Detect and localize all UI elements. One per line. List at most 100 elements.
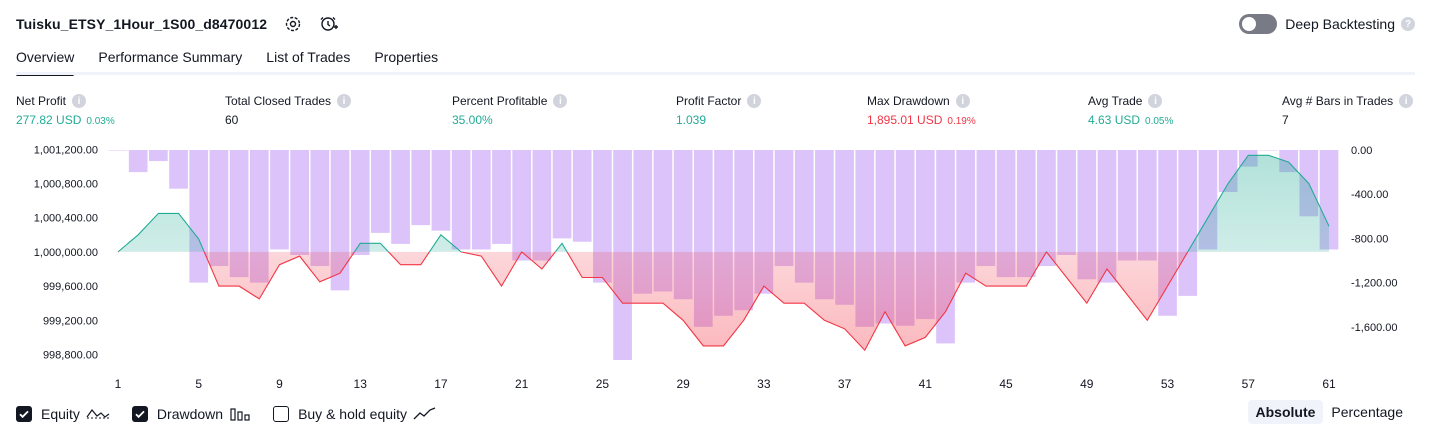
x-axis-ticks: 1 5 9 13 17 21 25 29 33 37 41 45 49 53 57 61 <box>115 377 1336 391</box>
left-axis-tick: 999,200.00 <box>43 315 98 327</box>
buy-hold-checkbox[interactable] <box>273 406 290 422</box>
x-axis-tick: 29 <box>676 377 690 391</box>
equity-toggle[interactable]: Equity <box>16 406 110 422</box>
drawdown-bar <box>310 150 330 267</box>
left-axis-tick: 1,001,200.00 <box>34 144 98 156</box>
drawdown-bar <box>169 150 188 189</box>
tab-performance-summary[interactable]: Performance Summary <box>98 49 243 65</box>
metric-max-drawdown: Max Drawdown i 1,895.01 USD 0.19% <box>867 93 976 129</box>
deep-backtesting-toggle[interactable] <box>1239 14 1278 34</box>
drawdown-bar <box>371 150 390 233</box>
equity-drawdown-chart[interactable]: 1,001,200.00 1,000,800.00 1,000,400.00 1,00… <box>0 138 1431 400</box>
tab-list-of-trades[interactable]: List of Trades <box>266 49 351 65</box>
tab-properties[interactable]: Properties <box>374 49 439 65</box>
drawdown-bar <box>229 150 249 278</box>
right-axis-tick: -1,600.00 <box>1351 322 1397 334</box>
metric-label: Avg # Bars in Trades <box>1282 94 1394 108</box>
add-alert-clock-icon[interactable] <box>319 14 339 34</box>
buy-hold-line-icon <box>413 407 437 421</box>
metric-label: Profit Factor <box>676 94 742 108</box>
buy-hold-equity-toggle[interactable]: Buy & hold equity <box>273 406 437 422</box>
x-axis-tick: 33 <box>757 377 771 391</box>
metric-profit-factor: Profit Factor i 1.039 <box>676 93 762 129</box>
left-axis-tick: 998,800.00 <box>43 349 98 361</box>
left-axis-tick: 999,600.00 <box>43 281 98 293</box>
x-axis-tick: 21 <box>515 377 529 391</box>
drawdown-bar <box>1178 150 1198 296</box>
info-icon[interactable]: i <box>1148 94 1163 108</box>
x-axis-tick: 49 <box>1080 377 1094 391</box>
equity-area-profit <box>118 155 1329 252</box>
metric-value: 7 <box>1282 113 1289 127</box>
metric-avg-trade: Avg Trade i 4.63 USD 0.05% <box>1088 93 1173 129</box>
left-axis-tick: 1,000,800.00 <box>34 178 98 190</box>
equity-line-loss <box>117 251 1189 352</box>
metric-percent: 0.03% <box>86 116 115 127</box>
x-axis-tick: 17 <box>434 377 448 391</box>
x-axis-tick: 61 <box>1322 377 1336 391</box>
x-axis-tick: 37 <box>838 377 852 391</box>
drawdown-bar <box>794 150 814 283</box>
drawdown-bar <box>189 150 209 283</box>
strategy-title: Tuisku_ETSY_1Hour_1S00_d8470012 <box>16 16 268 32</box>
x-axis-tick: 45 <box>999 377 1013 391</box>
info-icon[interactable]: i <box>747 94 762 108</box>
chart-legend: Equity Drawdown Buy & hold equity <box>16 403 459 425</box>
deep-backtesting-control: Deep Backtesting ? <box>1239 12 1415 36</box>
drawdown-bar <box>431 150 451 231</box>
info-icon[interactable]: i <box>955 94 970 108</box>
x-axis-tick: 57 <box>1242 377 1256 391</box>
metric-value: 4.63 USD <box>1088 113 1141 127</box>
drawdown-bar <box>350 150 370 255</box>
drawdown-checkbox[interactable] <box>131 406 148 422</box>
metric-percent: 0.19% <box>947 116 976 127</box>
drawdown-bar <box>209 150 229 267</box>
drawdown-bar <box>108 150 128 151</box>
help-question-icon[interactable]: ? <box>1401 17 1415 31</box>
drawdown-bar <box>149 150 168 162</box>
metric-net-profit: Net Profit i 277.82 USD 0.03% <box>16 93 115 129</box>
drawdown-bar <box>956 150 976 283</box>
percentage-button[interactable]: Percentage <box>1331 404 1403 420</box>
equity-area-loss <box>118 251 1329 351</box>
info-icon[interactable]: i <box>337 94 352 108</box>
right-axis-ticks: 0.00 -400.00 -800.00 -1,200.00 -1,600.00 <box>1351 145 1397 334</box>
drawdown-bar <box>1057 150 1076 255</box>
right-axis-tick: -800.00 <box>1351 233 1388 245</box>
drawdown-bar <box>1016 150 1036 278</box>
strategy-header: Tuisku_ETSY_1Hour_1S00_d8470012 <box>16 12 339 36</box>
drawdown-bar <box>492 150 511 244</box>
drawdown-bar <box>1037 150 1056 267</box>
x-axis-tick: 5 <box>195 377 202 391</box>
drawdown-bar <box>128 150 148 173</box>
equity-checkbox[interactable] <box>16 406 32 422</box>
drawdown-label: Drawdown <box>156 406 224 422</box>
metrics-row: Net Profit i 277.82 USD 0.03% Total Closed… <box>0 93 1431 133</box>
tab-overview[interactable]: Overview <box>16 44 75 76</box>
equity-label: Equity <box>41 406 80 422</box>
metric-label: Max Drawdown <box>867 94 950 108</box>
buy-hold-label: Buy & hold equity <box>298 406 408 422</box>
x-axis-tick: 9 <box>276 377 283 391</box>
x-axis-tick: 13 <box>354 377 368 391</box>
drawdown-bar <box>1097 150 1117 283</box>
right-axis-tick: 0.00 <box>1351 145 1372 157</box>
x-axis-tick: 1 <box>115 377 122 391</box>
settings-gear-icon[interactable] <box>283 14 303 34</box>
x-axis-tick: 53 <box>1161 377 1175 391</box>
drawdown-toggle[interactable]: Drawdown <box>131 406 251 422</box>
info-icon[interactable]: i <box>72 94 87 108</box>
deep-backtesting-label: Deep Backtesting <box>1285 16 1395 32</box>
info-icon[interactable]: i <box>1399 94 1414 108</box>
absolute-button[interactable]: Absolute <box>1247 400 1324 424</box>
metric-label: Net Profit <box>16 94 67 108</box>
metric-total-closed-trades: Total Closed Trades i 60 <box>225 93 352 129</box>
metric-label: Avg Trade <box>1088 94 1143 108</box>
drawdown-bar <box>270 150 289 250</box>
equity-area <box>118 155 1329 351</box>
right-axis-tick: -1,200.00 <box>1351 278 1397 290</box>
metric-value: 35.00% <box>452 113 493 127</box>
right-axis-tick: -400.00 <box>1351 189 1388 201</box>
drawdown-bar <box>249 150 269 283</box>
info-icon[interactable]: i <box>553 94 568 108</box>
